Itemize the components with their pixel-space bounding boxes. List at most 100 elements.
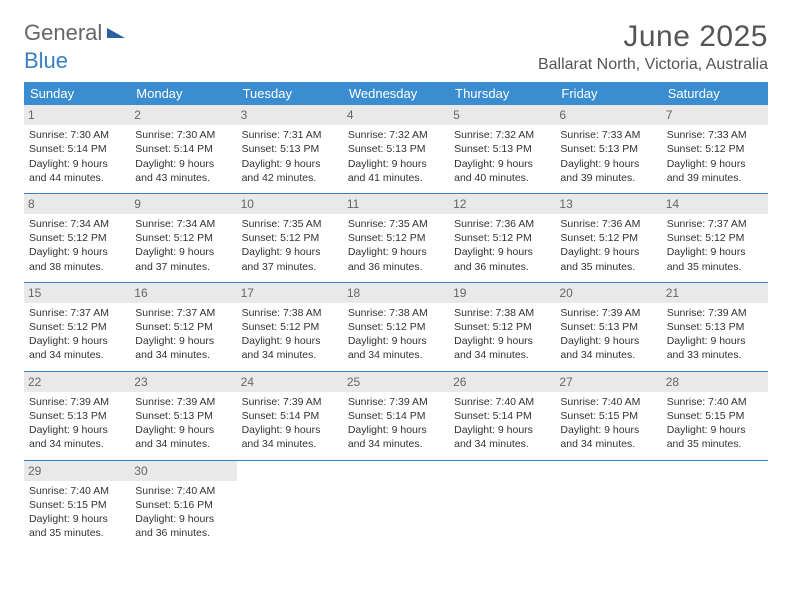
- sunset-line: Sunset: 5:12 PM: [667, 231, 763, 245]
- logo-text-blue: Blue: [24, 48, 68, 74]
- sunrise-line: Sunrise: 7:33 AM: [667, 128, 763, 142]
- sunset-line: Sunset: 5:14 PM: [135, 142, 231, 156]
- calendar-day-cell: 9Sunrise: 7:34 AMSunset: 5:12 PMDaylight…: [130, 193, 236, 282]
- sunset-line: Sunset: 5:13 PM: [667, 320, 763, 334]
- sunset-line: Sunset: 5:12 PM: [29, 320, 125, 334]
- calendar-day-cell: 19 Sunrise: 7:38 AMSunset: 5:12 PMDayligh…: [449, 282, 555, 371]
- calendar-day-cell: 10Sunrise: 7:35 AMSunset: 5:12 PMDayligh…: [237, 193, 343, 282]
- daylight-line: Daylight: 9 hours and 38 minutes.: [29, 245, 125, 273]
- sunset-line: Sunset: 5:14 PM: [454, 409, 550, 423]
- day-number: 30: [130, 461, 236, 481]
- day-number: 1: [24, 105, 130, 125]
- daylight-line: Daylight: 9 hours and 37 minutes.: [135, 245, 231, 273]
- day-details: Sunrise: 7:37 AMSunset: 5:12 PMDaylight:…: [667, 217, 763, 274]
- day-details: Sunrise: 7:38 AMSunset: 5:12 PMDaylight:…: [348, 306, 444, 363]
- calendar-week-row: 29Sunrise: 7:40 AMSunset: 5:15 PMDayligh…: [24, 460, 768, 548]
- day-details: Sunrise: 7:33 AMSunset: 5:13 PMDaylight:…: [560, 128, 656, 185]
- day-details: Sunrise: 7:34 AMSunset: 5:12 PMDaylight:…: [135, 217, 231, 274]
- day-number: 28: [662, 372, 768, 392]
- day-details: Sunrise: 7:32 AMSunset: 5:13 PMDaylight:…: [454, 128, 550, 185]
- day-number: 5: [449, 105, 555, 125]
- calendar-week-row: 22Sunrise: 7:39 AMSunset: 5:13 PMDayligh…: [24, 371, 768, 460]
- daylight-line: Daylight: 9 hours and 34 minutes.: [560, 334, 656, 362]
- calendar-day-cell: 16Sunrise: 7:37 AMSunset: 5:12 PMDayligh…: [130, 282, 236, 371]
- day-number: 12: [449, 194, 555, 214]
- day-details: Sunrise: 7:38 AMSunset: 5:12 PMDaylight:…: [454, 306, 550, 363]
- sunset-line: Sunset: 5:16 PM: [135, 498, 231, 512]
- calendar-day-cell: 29Sunrise: 7:40 AMSunset: 5:15 PMDayligh…: [24, 460, 130, 548]
- day-number: 13: [555, 194, 661, 214]
- sunrise-line: Sunrise: 7:39 AM: [29, 395, 125, 409]
- day-number: 19: [449, 283, 555, 303]
- calendar-day-cell: 18Sunrise: 7:38 AMSunset: 5:12 PMDayligh…: [343, 282, 449, 371]
- sunrise-line: Sunrise: 7:30 AM: [29, 128, 125, 142]
- day-header: Wednesday: [343, 82, 449, 105]
- calendar-day-cell: 17Sunrise: 7:38 AMSunset: 5:12 PMDayligh…: [237, 282, 343, 371]
- day-number: 11: [343, 194, 449, 214]
- calendar-day-cell: 30Sunrise: 7:40 AMSunset: 5:16 PMDayligh…: [130, 460, 236, 548]
- sunrise-line: Sunrise: 7:38 AM: [348, 306, 444, 320]
- daylight-line: Daylight: 9 hours and 34 minutes.: [29, 334, 125, 362]
- page-header: General Blue June 2025 Ballarat North, V…: [24, 20, 768, 74]
- day-number: 23: [130, 372, 236, 392]
- calendar-day-cell: .: [555, 460, 661, 548]
- sunset-line: Sunset: 5:14 PM: [242, 409, 338, 423]
- daylight-line: Daylight: 9 hours and 34 minutes.: [242, 423, 338, 451]
- daylight-line: Daylight: 9 hours and 36 minutes.: [348, 245, 444, 273]
- daylight-line: Daylight: 9 hours and 34 minutes.: [242, 334, 338, 362]
- sunrise-line: Sunrise: 7:39 AM: [348, 395, 444, 409]
- day-number: 24: [237, 372, 343, 392]
- day-details: Sunrise: 7:40 AMSunset: 5:15 PMDaylight:…: [667, 395, 763, 452]
- daylight-line: Daylight: 9 hours and 35 minutes.: [560, 245, 656, 273]
- day-details: Sunrise: 7:36 AMSunset: 5:12 PMDaylight:…: [454, 217, 550, 274]
- sunset-line: Sunset: 5:13 PM: [29, 409, 125, 423]
- sunset-line: Sunset: 5:12 PM: [454, 231, 550, 245]
- daylight-line: Daylight: 9 hours and 37 minutes.: [242, 245, 338, 273]
- sunrise-line: Sunrise: 7:36 AM: [454, 217, 550, 231]
- sunrise-line: Sunrise: 7:40 AM: [667, 395, 763, 409]
- day-number: 2: [130, 105, 236, 125]
- sunrise-line: Sunrise: 7:39 AM: [135, 395, 231, 409]
- daylight-line: Daylight: 9 hours and 40 minutes.: [454, 157, 550, 185]
- calendar-day-cell: 23Sunrise: 7:39 AMSunset: 5:13 PMDayligh…: [130, 371, 236, 460]
- logo-text-general: General: [24, 20, 102, 46]
- calendar-week-row: 8Sunrise: 7:34 AMSunset: 5:12 PMDaylight…: [24, 193, 768, 282]
- sunrise-line: Sunrise: 7:40 AM: [560, 395, 656, 409]
- day-number: 26: [449, 372, 555, 392]
- month-title: June 2025: [538, 20, 768, 54]
- calendar-day-cell: 7Sunrise: 7:33 AMSunset: 5:12 PMDaylight…: [662, 105, 768, 193]
- day-details: Sunrise: 7:35 AMSunset: 5:12 PMDaylight:…: [242, 217, 338, 274]
- sunset-line: Sunset: 5:13 PM: [242, 142, 338, 156]
- calendar-day-cell: 22Sunrise: 7:39 AMSunset: 5:13 PMDayligh…: [24, 371, 130, 460]
- sunset-line: Sunset: 5:12 PM: [135, 231, 231, 245]
- sunrise-line: Sunrise: 7:38 AM: [242, 306, 338, 320]
- daylight-line: Daylight: 9 hours and 39 minutes.: [560, 157, 656, 185]
- calendar-day-cell: 2 Sunrise: 7:30 AMSunset: 5:14 PMDaylight…: [130, 105, 236, 193]
- day-number: 7: [662, 105, 768, 125]
- sunset-line: Sunset: 5:13 PM: [135, 409, 231, 423]
- day-details: Sunrise: 7:39 AMSunset: 5:13 PMDaylight:…: [667, 306, 763, 363]
- day-number: 3: [237, 105, 343, 125]
- day-header: Tuesday: [237, 82, 343, 105]
- location-subtitle: Ballarat North, Victoria, Australia: [538, 56, 768, 74]
- calendar-day-cell: 20Sunrise: 7:39 AMSunset: 5:13 PMDayligh…: [555, 282, 661, 371]
- sunrise-line: Sunrise: 7:38 AM: [454, 306, 550, 320]
- calendar-day-cell: 8Sunrise: 7:34 AMSunset: 5:12 PMDaylight…: [24, 193, 130, 282]
- sunset-line: Sunset: 5:12 PM: [29, 231, 125, 245]
- sunset-line: Sunset: 5:13 PM: [454, 142, 550, 156]
- sunrise-line: Sunrise: 7:30 AM: [135, 128, 231, 142]
- day-header: Thursday: [449, 82, 555, 105]
- calendar-day-cell: 26Sunrise: 7:40 AMSunset: 5:14 PMDayligh…: [449, 371, 555, 460]
- daylight-line: Daylight: 9 hours and 34 minutes.: [348, 334, 444, 362]
- sunrise-line: Sunrise: 7:37 AM: [135, 306, 231, 320]
- day-details: Sunrise: 7:38 AMSunset: 5:12 PMDaylight:…: [242, 306, 338, 363]
- day-details: Sunrise: 7:37 AMSunset: 5:12 PMDaylight:…: [135, 306, 231, 363]
- day-details: Sunrise: 7:36 AMSunset: 5:12 PMDaylight:…: [560, 217, 656, 274]
- sunrise-line: Sunrise: 7:34 AM: [135, 217, 231, 231]
- sunset-line: Sunset: 5:13 PM: [348, 142, 444, 156]
- day-number: 14: [662, 194, 768, 214]
- sunset-line: Sunset: 5:12 PM: [454, 320, 550, 334]
- daylight-line: Daylight: 9 hours and 43 minutes.: [135, 157, 231, 185]
- daylight-line: Daylight: 9 hours and 34 minutes.: [560, 423, 656, 451]
- sunrise-line: Sunrise: 7:35 AM: [242, 217, 338, 231]
